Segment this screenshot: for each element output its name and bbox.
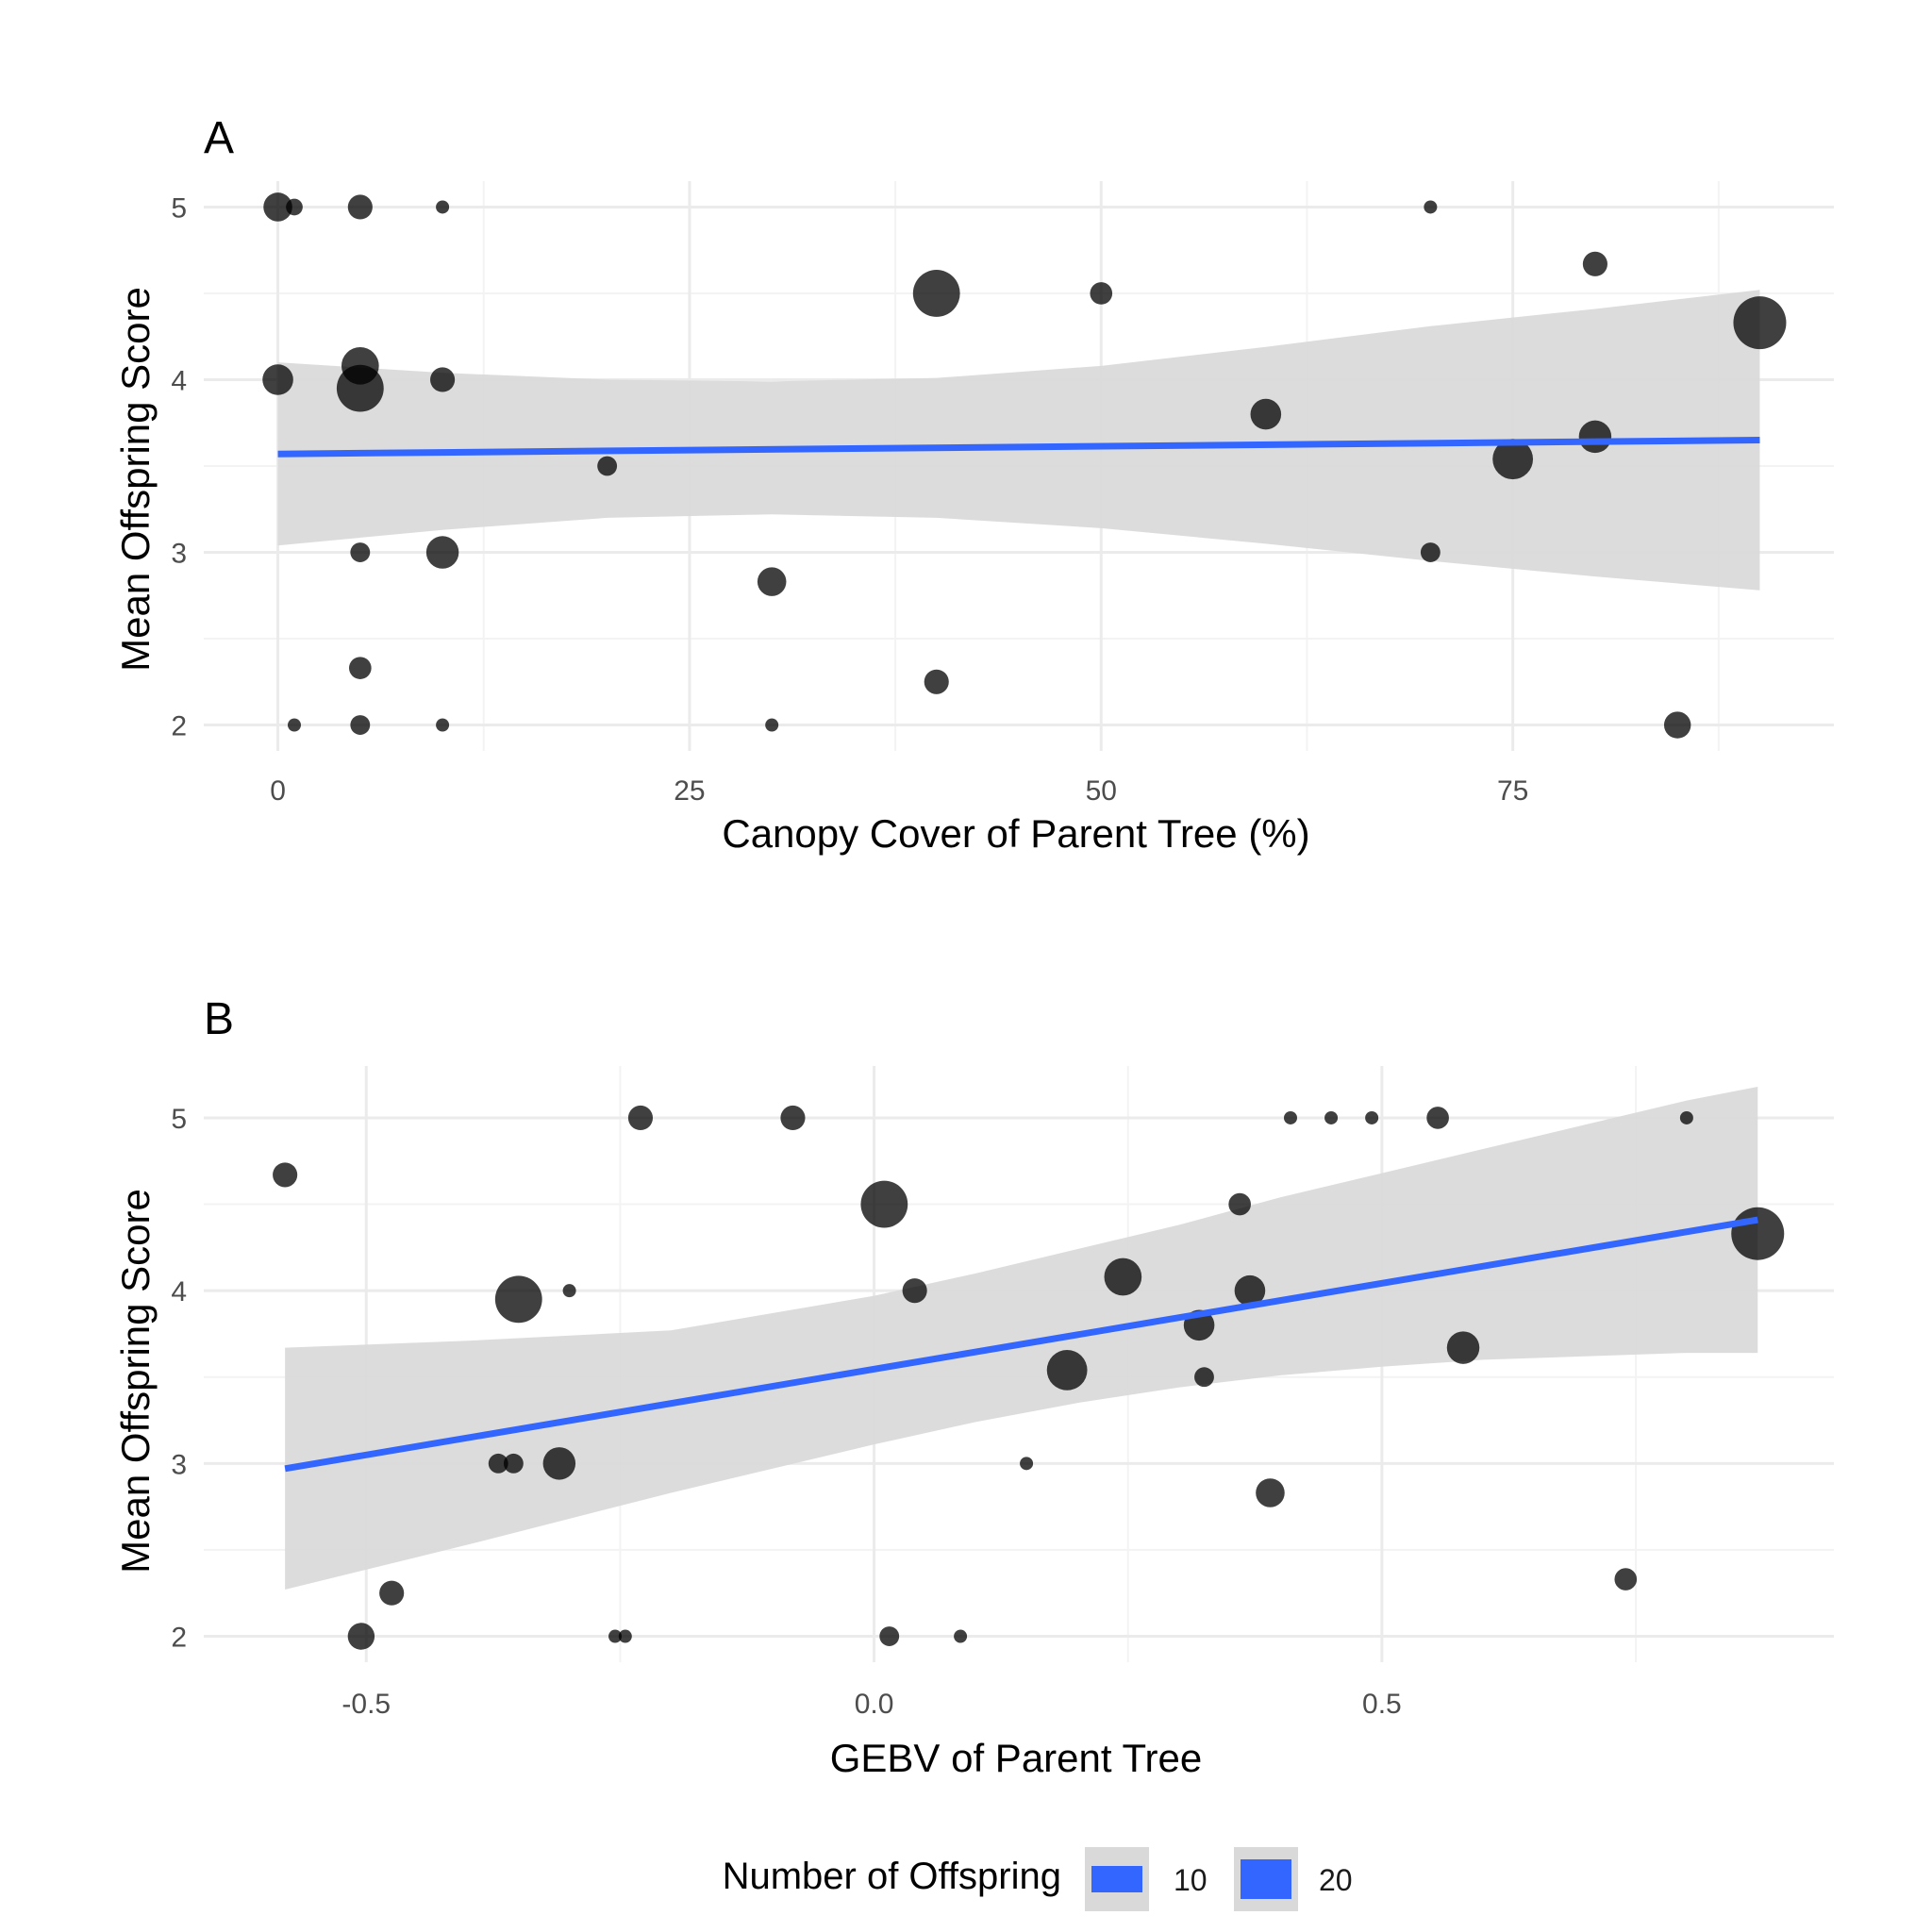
panel-b-data-point xyxy=(879,1626,900,1646)
panel-a-y-tick-label: 2 xyxy=(171,711,187,742)
panel-b-data-point xyxy=(1194,1367,1214,1388)
panel-b-x-tick-label: 0.0 xyxy=(855,1689,894,1720)
panel-a-data-point xyxy=(1090,282,1113,305)
panel-b-data-point xyxy=(273,1162,298,1188)
panel-b-data-point xyxy=(1614,1568,1638,1591)
panel-a-data-point xyxy=(436,200,450,214)
panel-b-data-point xyxy=(1365,1110,1379,1124)
panel-a-x-tick-label: 50 xyxy=(1086,775,1117,807)
panel-a-data-point xyxy=(757,567,787,596)
panel-a-fit-line xyxy=(277,437,1760,458)
legend-key-10-swatch xyxy=(1091,1866,1142,1892)
panel-b-data-point xyxy=(860,1180,908,1228)
panel-b-data-point xyxy=(1284,1110,1297,1124)
panel-b-x-axis-title: GEBV of Parent Tree xyxy=(830,1736,1203,1780)
panel-a-data-point xyxy=(262,364,293,395)
panel-b-y-axis-title: Mean Offspring Score xyxy=(113,1189,158,1574)
panel-a-data-point xyxy=(924,669,949,694)
panel-a-data-point xyxy=(1578,420,1612,454)
panel-b-data-point xyxy=(494,1275,542,1324)
panel-b-data-point xyxy=(347,1623,375,1650)
panel-a-y-tick-label: 5 xyxy=(171,192,187,224)
panel-b-plot: -0.5 0.0 0.5 2 3 4 5 xyxy=(171,1066,1834,1720)
panel-b-fit-line xyxy=(284,1216,1758,1473)
panel-a-data-point xyxy=(288,718,301,732)
panel-a-data-point xyxy=(1582,251,1607,276)
panel-a-data-point xyxy=(1733,296,1787,350)
panel-a-data-point xyxy=(347,194,373,220)
panel-b-data-point xyxy=(608,1629,623,1643)
panel-b-tag: B xyxy=(204,994,234,1044)
panel-b-data-point xyxy=(1679,1110,1693,1124)
panel-b-data-point xyxy=(780,1105,806,1131)
panel-b-data-point xyxy=(902,1278,927,1304)
panel-b-data-point xyxy=(379,1580,405,1606)
panel-b-data-point xyxy=(1256,1478,1285,1507)
panel-a-plot: 0 25 50 75 2 3 4 5 xyxy=(171,181,1834,807)
panel-b-data-point xyxy=(954,1629,968,1643)
panel-a-x-tick-label: 25 xyxy=(674,775,705,807)
panel-b-data-point xyxy=(1731,1207,1785,1260)
panel-a-data-point xyxy=(350,715,371,735)
panel-a-data-point xyxy=(425,536,459,569)
panel-a-data-point xyxy=(350,542,371,562)
panel-b-data-point xyxy=(627,1105,654,1131)
panel-a-data-point xyxy=(765,718,779,732)
panel-a-data-point xyxy=(1492,439,1534,480)
panel-a-y-tick-label: 4 xyxy=(171,365,187,396)
panel-b-confidence-band xyxy=(285,1086,1758,1591)
panel-a-data-point xyxy=(436,718,450,732)
panel-a-data-point xyxy=(263,192,292,222)
panel-b-data-point xyxy=(542,1447,576,1480)
legend: Number of Offspring 10 20 xyxy=(723,1847,1353,1911)
panel-b-data-point xyxy=(562,1284,576,1298)
panel-b-data-point xyxy=(1104,1257,1142,1296)
panel-a-data-point xyxy=(1420,542,1441,562)
legend-label-10: 10 xyxy=(1174,1863,1208,1897)
panel-b-x-tick-label: -0.5 xyxy=(341,1689,391,1720)
legend-label-20: 20 xyxy=(1319,1863,1353,1897)
panel-b-data-point xyxy=(1426,1107,1449,1129)
panel-b-data-point xyxy=(618,1629,632,1643)
panel-b-data-point xyxy=(1234,1274,1266,1307)
panel-a-x-axis-title: Canopy Cover of Parent Tree (%) xyxy=(722,811,1309,856)
panel-b-data-point xyxy=(488,1453,508,1474)
panel-b-y-tick-label: 5 xyxy=(171,1104,187,1135)
panel-a-data-point xyxy=(912,270,960,317)
panel-a-data-point xyxy=(336,364,384,412)
panel-b-data-point xyxy=(1446,1331,1480,1364)
panel-b-y-tick-label: 3 xyxy=(171,1449,187,1480)
panel-b-data-point xyxy=(503,1453,524,1474)
panel-b-data-point xyxy=(1228,1192,1251,1216)
panel-b-x-tick-label: 0.5 xyxy=(1362,1689,1402,1720)
panel-a-y-tick-label: 3 xyxy=(171,539,187,570)
panel-b-y-tick-label: 2 xyxy=(171,1623,187,1654)
panel-a-data-point xyxy=(349,657,372,679)
panel-a-data-point xyxy=(1663,711,1691,739)
panel-a-tag: A xyxy=(204,113,234,163)
legend-key-20-swatch xyxy=(1241,1859,1291,1899)
panel-a-data-point xyxy=(430,367,456,392)
panel-a-y-axis-title: Mean Offspring Score xyxy=(113,287,158,672)
panel-a-data-point xyxy=(286,198,303,216)
panel-b-data-point xyxy=(1020,1457,1034,1471)
panel-b-data-point xyxy=(1046,1350,1088,1391)
panel-a-data-point xyxy=(1250,398,1282,430)
panel-a-x-tick-label: 75 xyxy=(1497,775,1528,807)
panel-a-confidence-band xyxy=(277,290,1760,591)
panel-b-data-point xyxy=(1324,1110,1339,1124)
panel-a-data-point xyxy=(597,456,618,476)
legend-title: Number of Offspring xyxy=(723,1856,1061,1897)
panel-b-y-tick-label: 4 xyxy=(171,1276,187,1307)
panel-a-x-tick-label: 0 xyxy=(270,775,286,807)
panel-a-data-point xyxy=(1424,200,1438,214)
